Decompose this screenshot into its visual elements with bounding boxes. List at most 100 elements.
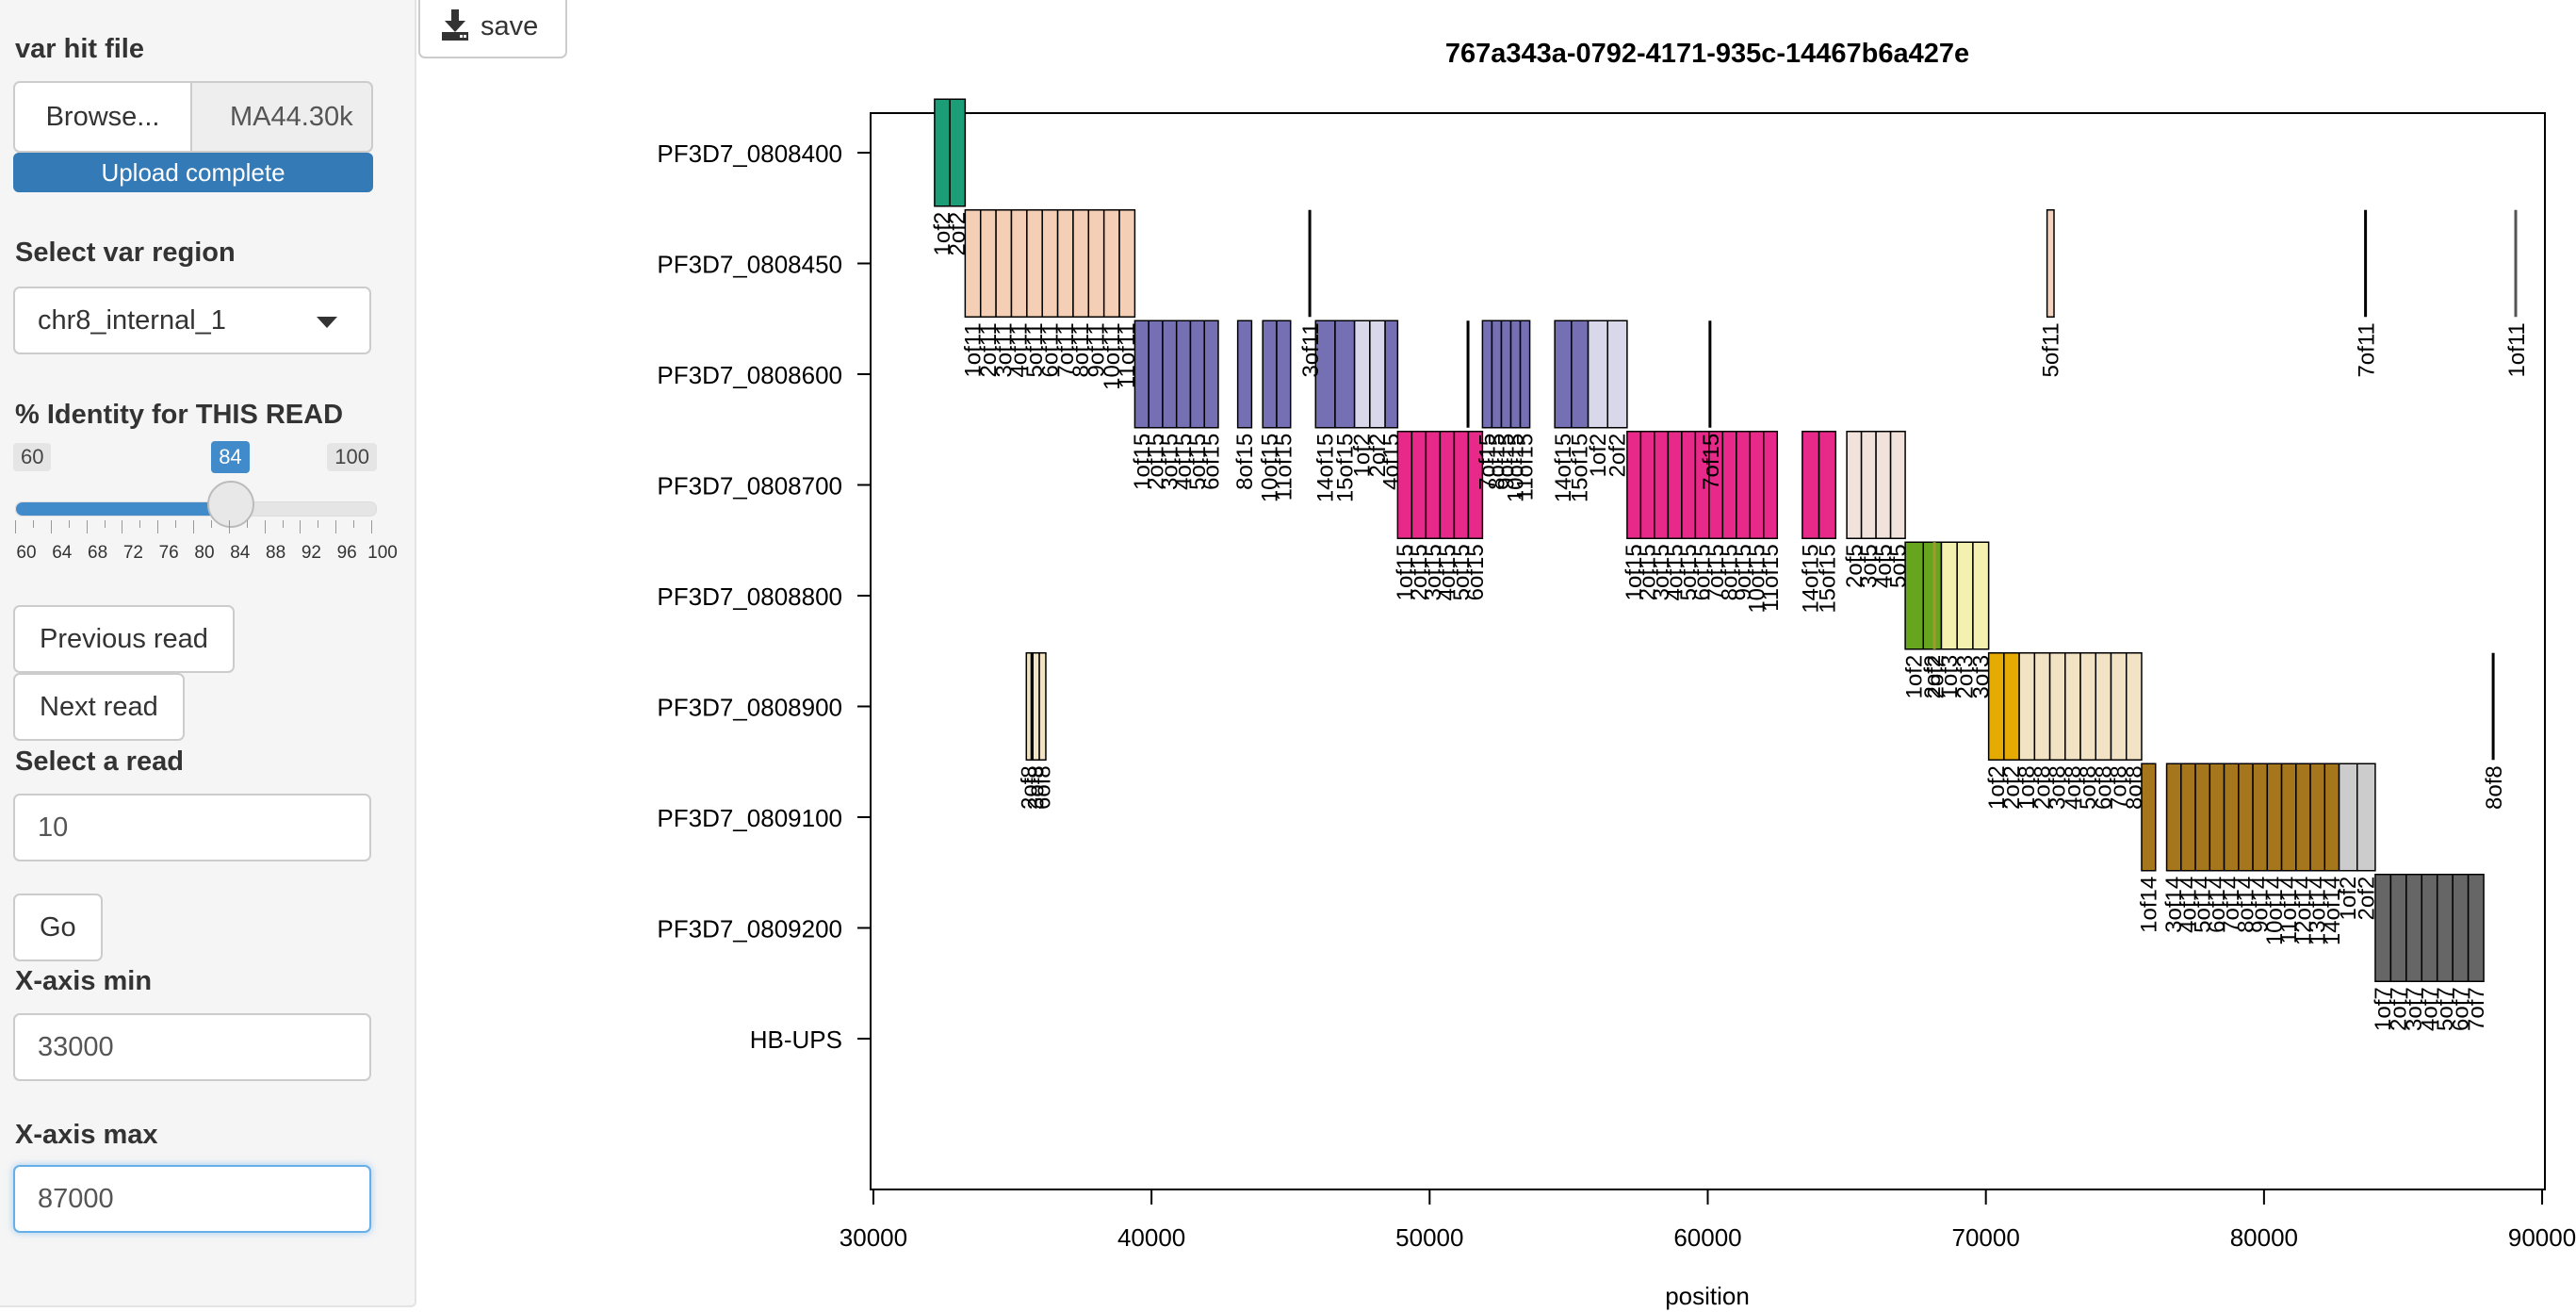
exon-label: 2of2 [1606,434,1631,478]
gene-hit-segment: 5of11 [2038,209,2063,378]
exon-bar [1509,320,1522,429]
xmin-input[interactable]: 33000 [13,1013,371,1081]
exon-label: 8of14 [2233,877,2258,933]
slider-tick [175,520,177,528]
exon-label: 7of15 [1704,544,1729,600]
next-read-button[interactable]: Next read [13,673,185,741]
exon-bar [1749,431,1765,539]
exon-bar [1056,209,1074,318]
upload-progress-bar: Upload complete [13,153,373,192]
exon-label: 1of15 [1622,544,1647,600]
exon-label: 3of7 [2402,987,2427,1031]
exon-label: 1of2 [1586,434,1611,478]
exon-label: 2of15 [1407,544,1432,600]
gene-hit-segment: 3of11 [1298,209,1324,378]
slider-tick [193,520,194,533]
exon-bar [1587,320,1608,429]
exon-label: 14of15 [1799,544,1824,613]
gene-hit-segment: 1of14 [2136,763,2161,933]
identity-label: % Identity for THIS READ [15,400,344,430]
exon-bar [1889,431,1906,539]
exon-label: 4of14 [2176,877,2201,933]
exon-bar [1860,431,1877,539]
slider-tick-label: 92 [301,543,321,563]
exon-bar [2223,763,2240,872]
exon-bar [1087,209,1105,318]
slider-tick [210,520,212,528]
x-tick-label: 50000 [1395,1223,1463,1252]
exon-bar [934,98,951,207]
read-input[interactable]: 10 [13,794,371,861]
exon-bar [1072,209,1090,318]
slider-tick-label: 60 [16,543,37,563]
file-label: var hit file [15,34,144,64]
exon-label: 2of5 [1842,544,1867,588]
exon-label: 1of2 [930,212,955,256]
file-input-group: Browse... MA44.30k [13,81,373,153]
xmax-input[interactable]: 87000 [13,1165,371,1233]
save-button[interactable]: save [418,0,567,58]
exon-label: 2of8 [2030,765,2055,810]
slider-tick-label: 96 [336,543,357,563]
exon-bar [2079,652,2097,761]
exon-bar [2266,763,2283,872]
exon-label: 2of2 [1365,434,1391,478]
x-tick-label: 60000 [1673,1223,1741,1252]
slider-track[interactable] [15,501,377,517]
slider-tick [371,520,372,533]
slider-handle[interactable] [207,481,255,528]
exon-label: 6of8 [2091,765,2116,810]
y-tick-label: PF3D7_0809200 [657,915,842,943]
exon-bar [1802,431,1820,539]
exon-label: 9of14 [2248,877,2274,933]
slider-tick [157,520,159,533]
exon-bar [1681,431,1697,539]
previous-read-button[interactable]: Previous read [13,605,235,673]
bars: 1of22of21of112of113of114of115of116of117o… [930,98,2530,1031]
exon-label: 9of15 [1493,434,1519,490]
exon-bar [2095,652,2112,761]
exon-label: 4of11 [1007,322,1033,377]
slider-tick [282,520,284,528]
exon-bar [1410,431,1427,539]
go-button[interactable]: Go [13,894,103,961]
exon-label: 10of15 [1504,434,1529,502]
exon-bar [995,209,1013,318]
exon-label: 8of15 [1484,434,1509,490]
exon-label: 6of15 [1199,434,1225,490]
exon-bar [2467,874,2485,982]
exon-label: 13of14 [2306,877,2331,945]
exon-label: 15of15 [1815,544,1840,613]
identity-slider[interactable]: 60 100 84 60 64 68 72 76 80 84 88 92 96 100 [13,441,398,566]
exon-label: 10of15 [1258,434,1283,502]
exon-bar [1763,431,1779,539]
exon-label: 4of15 [1663,544,1688,600]
exon-label: 1of15 [1130,434,1155,490]
exon-bar [1262,320,1278,429]
exon-bar [2018,652,2036,761]
gene-hit-segment: 2of2 [1924,542,1949,698]
exon-label: 2of2 [1999,765,2025,810]
x-tick-label: 90000 [2508,1223,2576,1252]
region-select[interactable]: chr8_internal_1 [13,287,371,354]
slider-tick-label: 72 [122,543,143,563]
x-tick-label: 40000 [1117,1223,1185,1252]
exon-label: 10of11 [1100,322,1125,390]
y-tick-label: PF3D7_0808900 [657,694,842,722]
slider-tick-label: 80 [194,543,215,563]
exon-bar [1571,320,1590,429]
exon-bar [1175,320,1192,429]
exon-label: 8of8 [2482,765,2507,810]
exon-bar [2295,763,2311,872]
file-name-field[interactable]: MA44.30k [190,81,373,153]
gene-hit-segment: 8of15 [1232,320,1258,490]
exon-label: 1of11 [2504,322,2530,377]
exon-bar [1203,320,1219,429]
slider-tick [86,520,88,533]
exon-bar [1032,652,1040,761]
exon-label: 10of14 [2262,877,2288,945]
